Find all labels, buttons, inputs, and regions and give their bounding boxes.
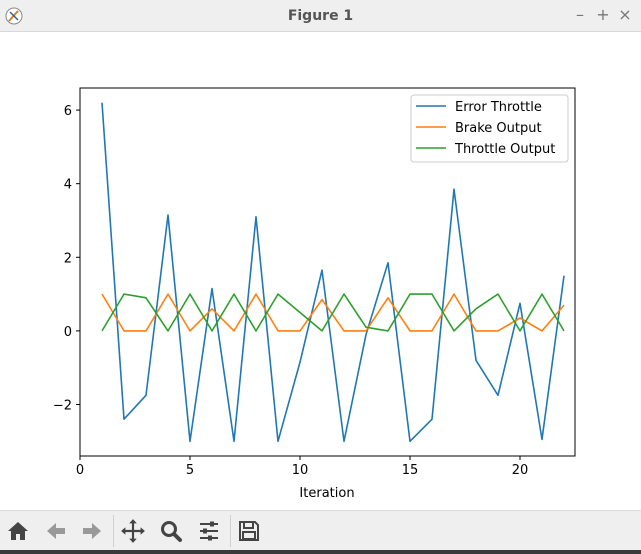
y-tick-label: 2 [64,251,72,266]
series-line-throttle-output [101,293,565,332]
toolbar-separator [113,515,114,547]
forward-button[interactable] [78,517,106,545]
window-title: Figure 1 [287,8,354,24]
close-button[interactable]: × [618,5,632,24]
x-tick-label: 5 [186,463,194,478]
zoom-button[interactable] [157,517,185,545]
save-icon [239,521,259,541]
y-tick-label: 4 [64,178,72,193]
navigation-toolbar [0,510,641,550]
plot-area [79,87,576,457]
x-tick-label: 15 [402,463,419,478]
legend-items: Error Throttle Brake Output Throttle Outpu… [416,100,555,157]
zoom-icon [161,521,182,542]
configure-subplots-icon [200,521,218,541]
y-tick-label: 0 [64,325,72,340]
x-tick-label: 20 [512,463,529,478]
y-axis-ticks: −2 0 2 4 6 [53,104,80,413]
x-axis-ticks: 0 5 10 15 20 [76,456,528,478]
x-tick-label: 0 [76,463,84,478]
y-tick-label: 6 [64,104,72,119]
home-icon [8,522,28,540]
maximize-button[interactable]: + [596,5,610,24]
figure-canvas[interactable]: 0 5 10 15 20 −2 0 2 4 6 Iteration Error Throttle… [0,33,641,508]
legend-box [410,94,569,163]
forward-arrow-icon [83,523,101,539]
pan-icon [121,519,145,543]
window-bottom-edge [0,550,641,554]
title-bar: Figure 1 – + × [0,0,641,32]
toolbar-separator [230,515,231,547]
line-chart: 0 5 10 15 20 −2 0 2 4 6 Iteration Error Throttle… [53,87,576,501]
legend: Error Throttle Brake Output Throttle Outpu… [410,94,569,163]
save-button[interactable] [235,517,263,545]
app-icon [5,7,23,25]
legend-label: Throttle Output [454,142,555,157]
minimize-button[interactable]: – [576,5,584,24]
series-lines [101,102,565,443]
x-tick-label: 10 [292,463,309,478]
pan-button[interactable] [119,517,147,545]
y-tick-label: −2 [53,398,72,413]
series-line-error-throttle [101,102,565,443]
x-axis-label: Iteration [299,486,354,501]
home-button[interactable] [4,517,32,545]
back-arrow-icon [47,523,65,539]
configure-subplots-button[interactable] [195,517,223,545]
back-button[interactable] [42,517,70,545]
legend-label: Error Throttle [455,100,542,115]
legend-label: Brake Output [455,121,542,136]
